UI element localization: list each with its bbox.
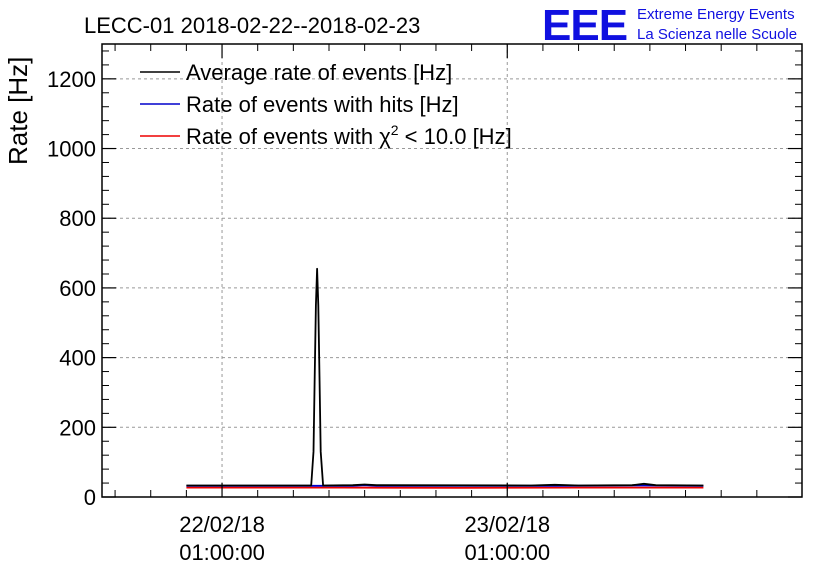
- y-tick-label: 200: [59, 415, 96, 440]
- y-tick-label: 1200: [47, 67, 96, 92]
- legend-label-chi2-prefix: Rate of events with χ: [186, 124, 391, 149]
- legend-label-chi2: Rate of events with χ2 < 10.0 [Hz]: [186, 122, 512, 149]
- legend-label-average: Average rate of events [Hz]: [186, 60, 452, 85]
- legend-label-hits: Rate of events with hits [Hz]: [186, 92, 459, 117]
- x-tick-label-time: 01:00:00: [464, 540, 550, 565]
- plot-frame: [101, 43, 803, 498]
- y-axis-label: Rate [Hz]: [3, 57, 33, 165]
- logo-line-2: La Scienza nelle Scuole: [637, 26, 797, 43]
- x-tick-label-date: 23/02/18: [464, 512, 550, 537]
- series-line-average: [186, 267, 704, 487]
- y-tick-label: 800: [59, 206, 96, 231]
- y-tick-label: 600: [59, 276, 96, 301]
- legend-label-chi2-sup: 2: [391, 122, 399, 138]
- axis-ticks: [102, 44, 802, 498]
- y-tick-label: 400: [59, 346, 96, 371]
- logo-line-1: Extreme Energy Events: [637, 6, 795, 23]
- y-tick-label: 1000: [47, 137, 96, 162]
- grid-lines: [102, 44, 802, 497]
- chart-title: LECC-01 2018-02-22--2018-02-23: [84, 13, 420, 38]
- y-tick-label: 0: [84, 485, 96, 510]
- series-lines: [186, 267, 704, 489]
- x-tick-label-time: 01:00:00: [179, 540, 265, 565]
- x-tick-label-date: 22/02/18: [179, 512, 265, 537]
- tick-labels: 0 200 400 600 800 1000 1200 22/02/18 01:00:00 23/…: [47, 67, 550, 565]
- legend-label-chi2-suffix: < 10.0 [Hz]: [399, 124, 512, 149]
- eee-logo-mark: EEE: [542, 1, 627, 50]
- legend: Average rate of events [Hz] Rate of even…: [140, 60, 512, 149]
